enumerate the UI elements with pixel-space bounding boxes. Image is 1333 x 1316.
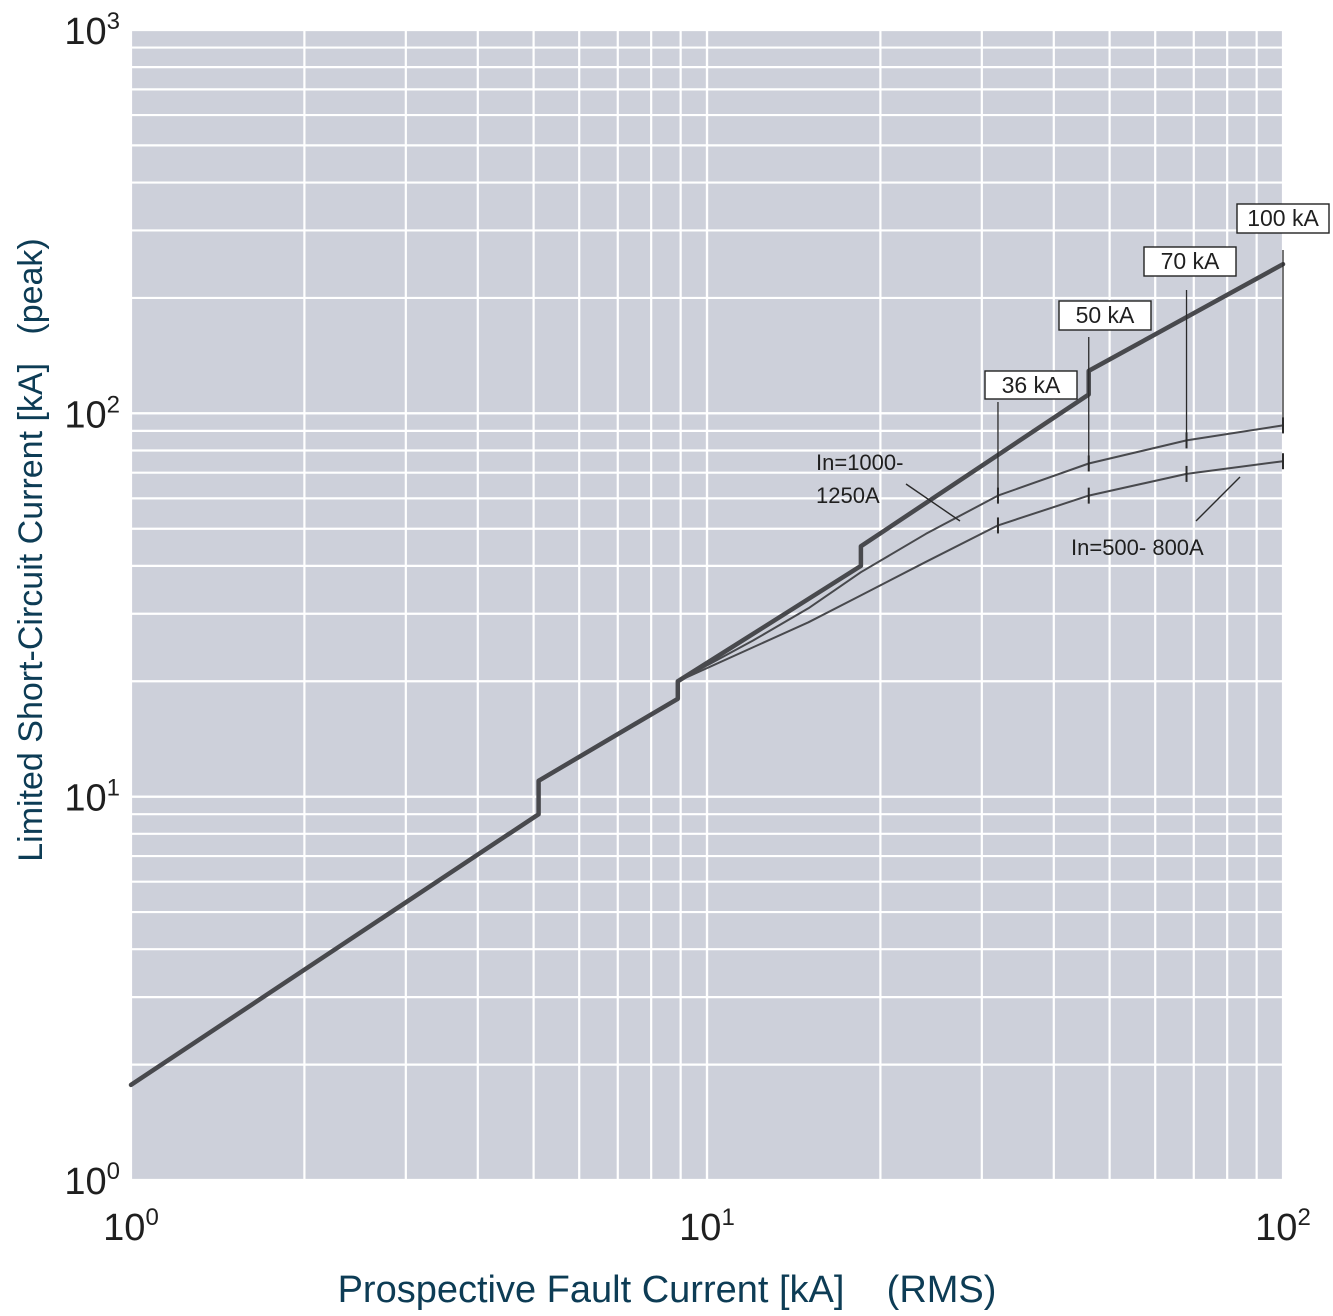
x-tick-label: 100	[103, 1204, 159, 1249]
y-tick-label: 100	[64, 1158, 120, 1203]
grid	[129, 28, 1285, 1182]
rating-label-box	[984, 370, 1078, 400]
tick-labels: 100 101 102 100 101 102 103	[64, 8, 1310, 1249]
rating-label: 36 kA	[1002, 372, 1061, 398]
rated-current-curve	[676, 424, 1284, 683]
rating-markers: 36 kA 50 kA 70 kA 100 kA	[984, 203, 1330, 534]
ann-500-label: In=500- 800A	[1071, 535, 1204, 560]
x-tick-label: 101	[679, 1204, 735, 1249]
ann-500-leader	[1195, 476, 1241, 522]
rating-label: 50 kA	[1076, 302, 1135, 328]
ann-1000-leader	[905, 483, 961, 522]
rating-label: 70 kA	[1161, 248, 1220, 274]
x-tick-label: 102	[1255, 1204, 1311, 1249]
ann-1000-line2: 1250A	[816, 483, 880, 508]
rating-label-box	[1058, 300, 1152, 331]
y-tick-label: 101	[64, 775, 120, 820]
rating-label-box	[1236, 203, 1330, 234]
y-tick-label: 103	[64, 8, 120, 53]
x-axis-title: Prospective Fault Current [kA] (RMS)	[338, 1269, 997, 1311]
rated-current-curve	[676, 460, 1284, 683]
y-axis-title: Limited Short-Circuit Current [kA] (peak…	[12, 238, 50, 862]
rating-label: 100 kA	[1247, 205, 1319, 231]
y-tick-label: 102	[64, 391, 120, 436]
ann-1000-line1: In=1000-	[816, 450, 903, 475]
rating-label-box	[1143, 246, 1237, 277]
